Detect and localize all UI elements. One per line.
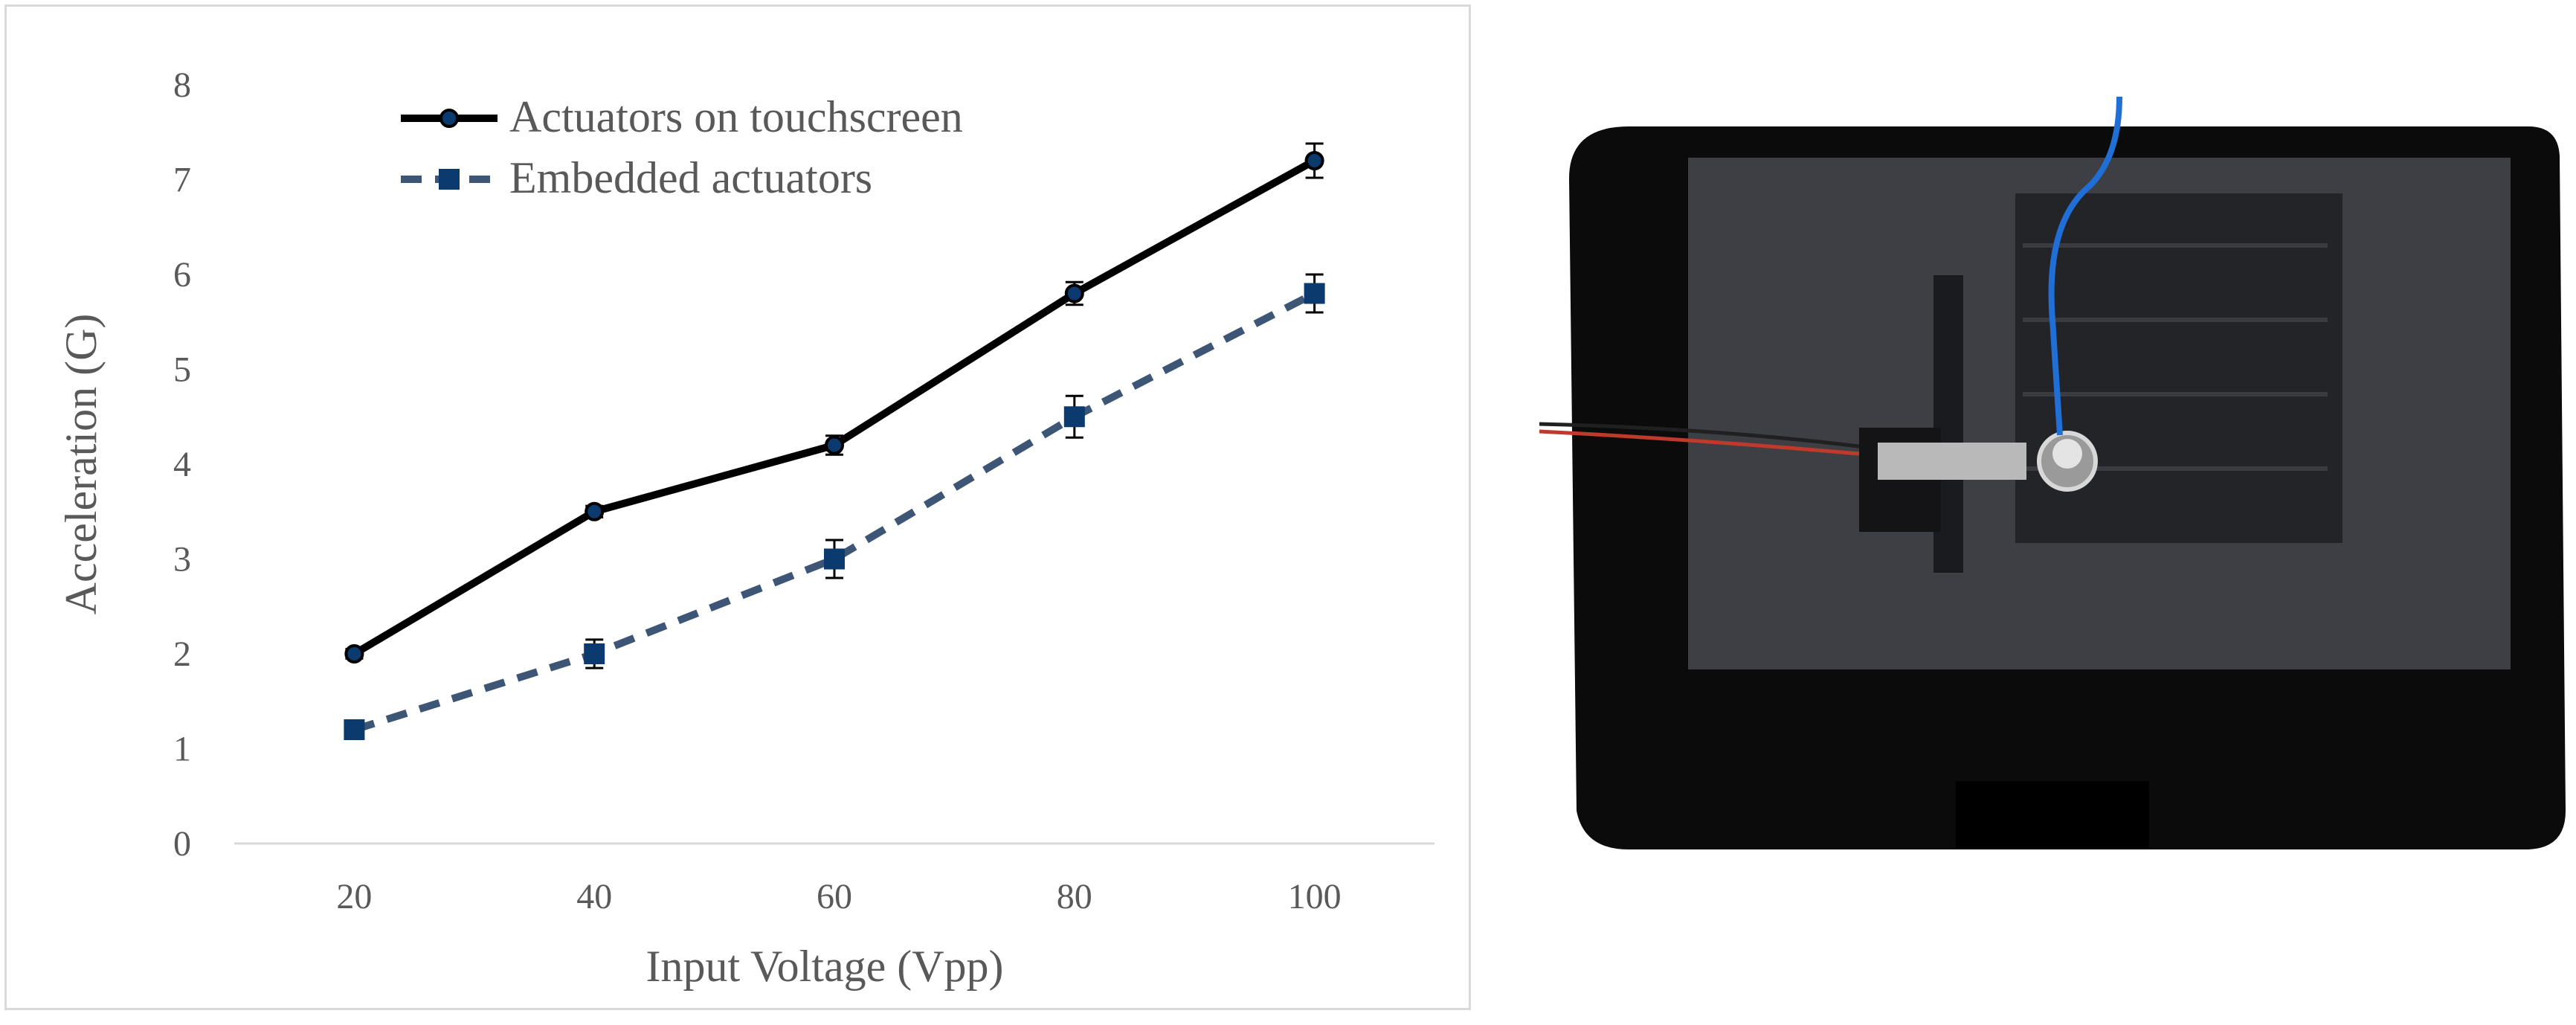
chart-panel: 0 1 2 3 4 5 6 7 8 20 40 60 80 100 Input Voltage (Vpp) A… (4, 4, 1471, 1010)
x-tick-label: 60 (817, 877, 852, 916)
x-tick-label: 20 (336, 877, 372, 916)
actuator-plate (1878, 443, 2026, 480)
tablet-photo (1539, 97, 2566, 849)
data-point (1063, 406, 1085, 428)
x-tick-label: 100 (1288, 877, 1342, 916)
legend-marker (439, 109, 459, 128)
sensor-cable (2048, 97, 2122, 436)
y-tick-label: 1 (173, 730, 191, 769)
y-axis-title: Acceleration (G) (57, 314, 106, 615)
y-tick-label: 7 (173, 161, 191, 200)
legend-label: Actuators on touchscreen (509, 92, 963, 141)
x-axis-title: Input Voltage (Vpp) (645, 942, 1003, 991)
data-point (585, 501, 605, 521)
y-tick-label: 0 (173, 824, 191, 864)
data-point (1304, 151, 1324, 170)
redacted-box (1956, 781, 2149, 848)
y-tick-label: 2 (173, 634, 191, 674)
x-tick-label: 40 (576, 877, 612, 916)
y-tick-label: 4 (173, 445, 191, 484)
legend-label: Embedded actuators (509, 153, 872, 202)
black-wire (1539, 422, 1860, 449)
accelerometer-cap (2052, 439, 2082, 469)
data-point (344, 719, 365, 740)
y-tick-label: 6 (173, 255, 191, 295)
acceleration-line-chart: 0 1 2 3 4 5 6 7 8 20 40 60 80 100 Input Voltage (Vpp) A… (57, 65, 1434, 991)
data-point (824, 548, 845, 570)
red-wire (1539, 429, 1860, 456)
data-point (1064, 283, 1084, 303)
legend-marker (439, 169, 460, 190)
y-tick-label: 5 (173, 350, 191, 390)
data-point (344, 644, 364, 663)
series-line (352, 290, 1316, 733)
x-tick-label: 80 (1057, 877, 1092, 916)
data-point (825, 435, 844, 455)
y-tick-label: 3 (173, 540, 191, 579)
data-point (584, 643, 605, 664)
y-tick-label: 8 (173, 65, 191, 105)
data-point (1304, 283, 1325, 304)
series-line (352, 157, 1317, 658)
